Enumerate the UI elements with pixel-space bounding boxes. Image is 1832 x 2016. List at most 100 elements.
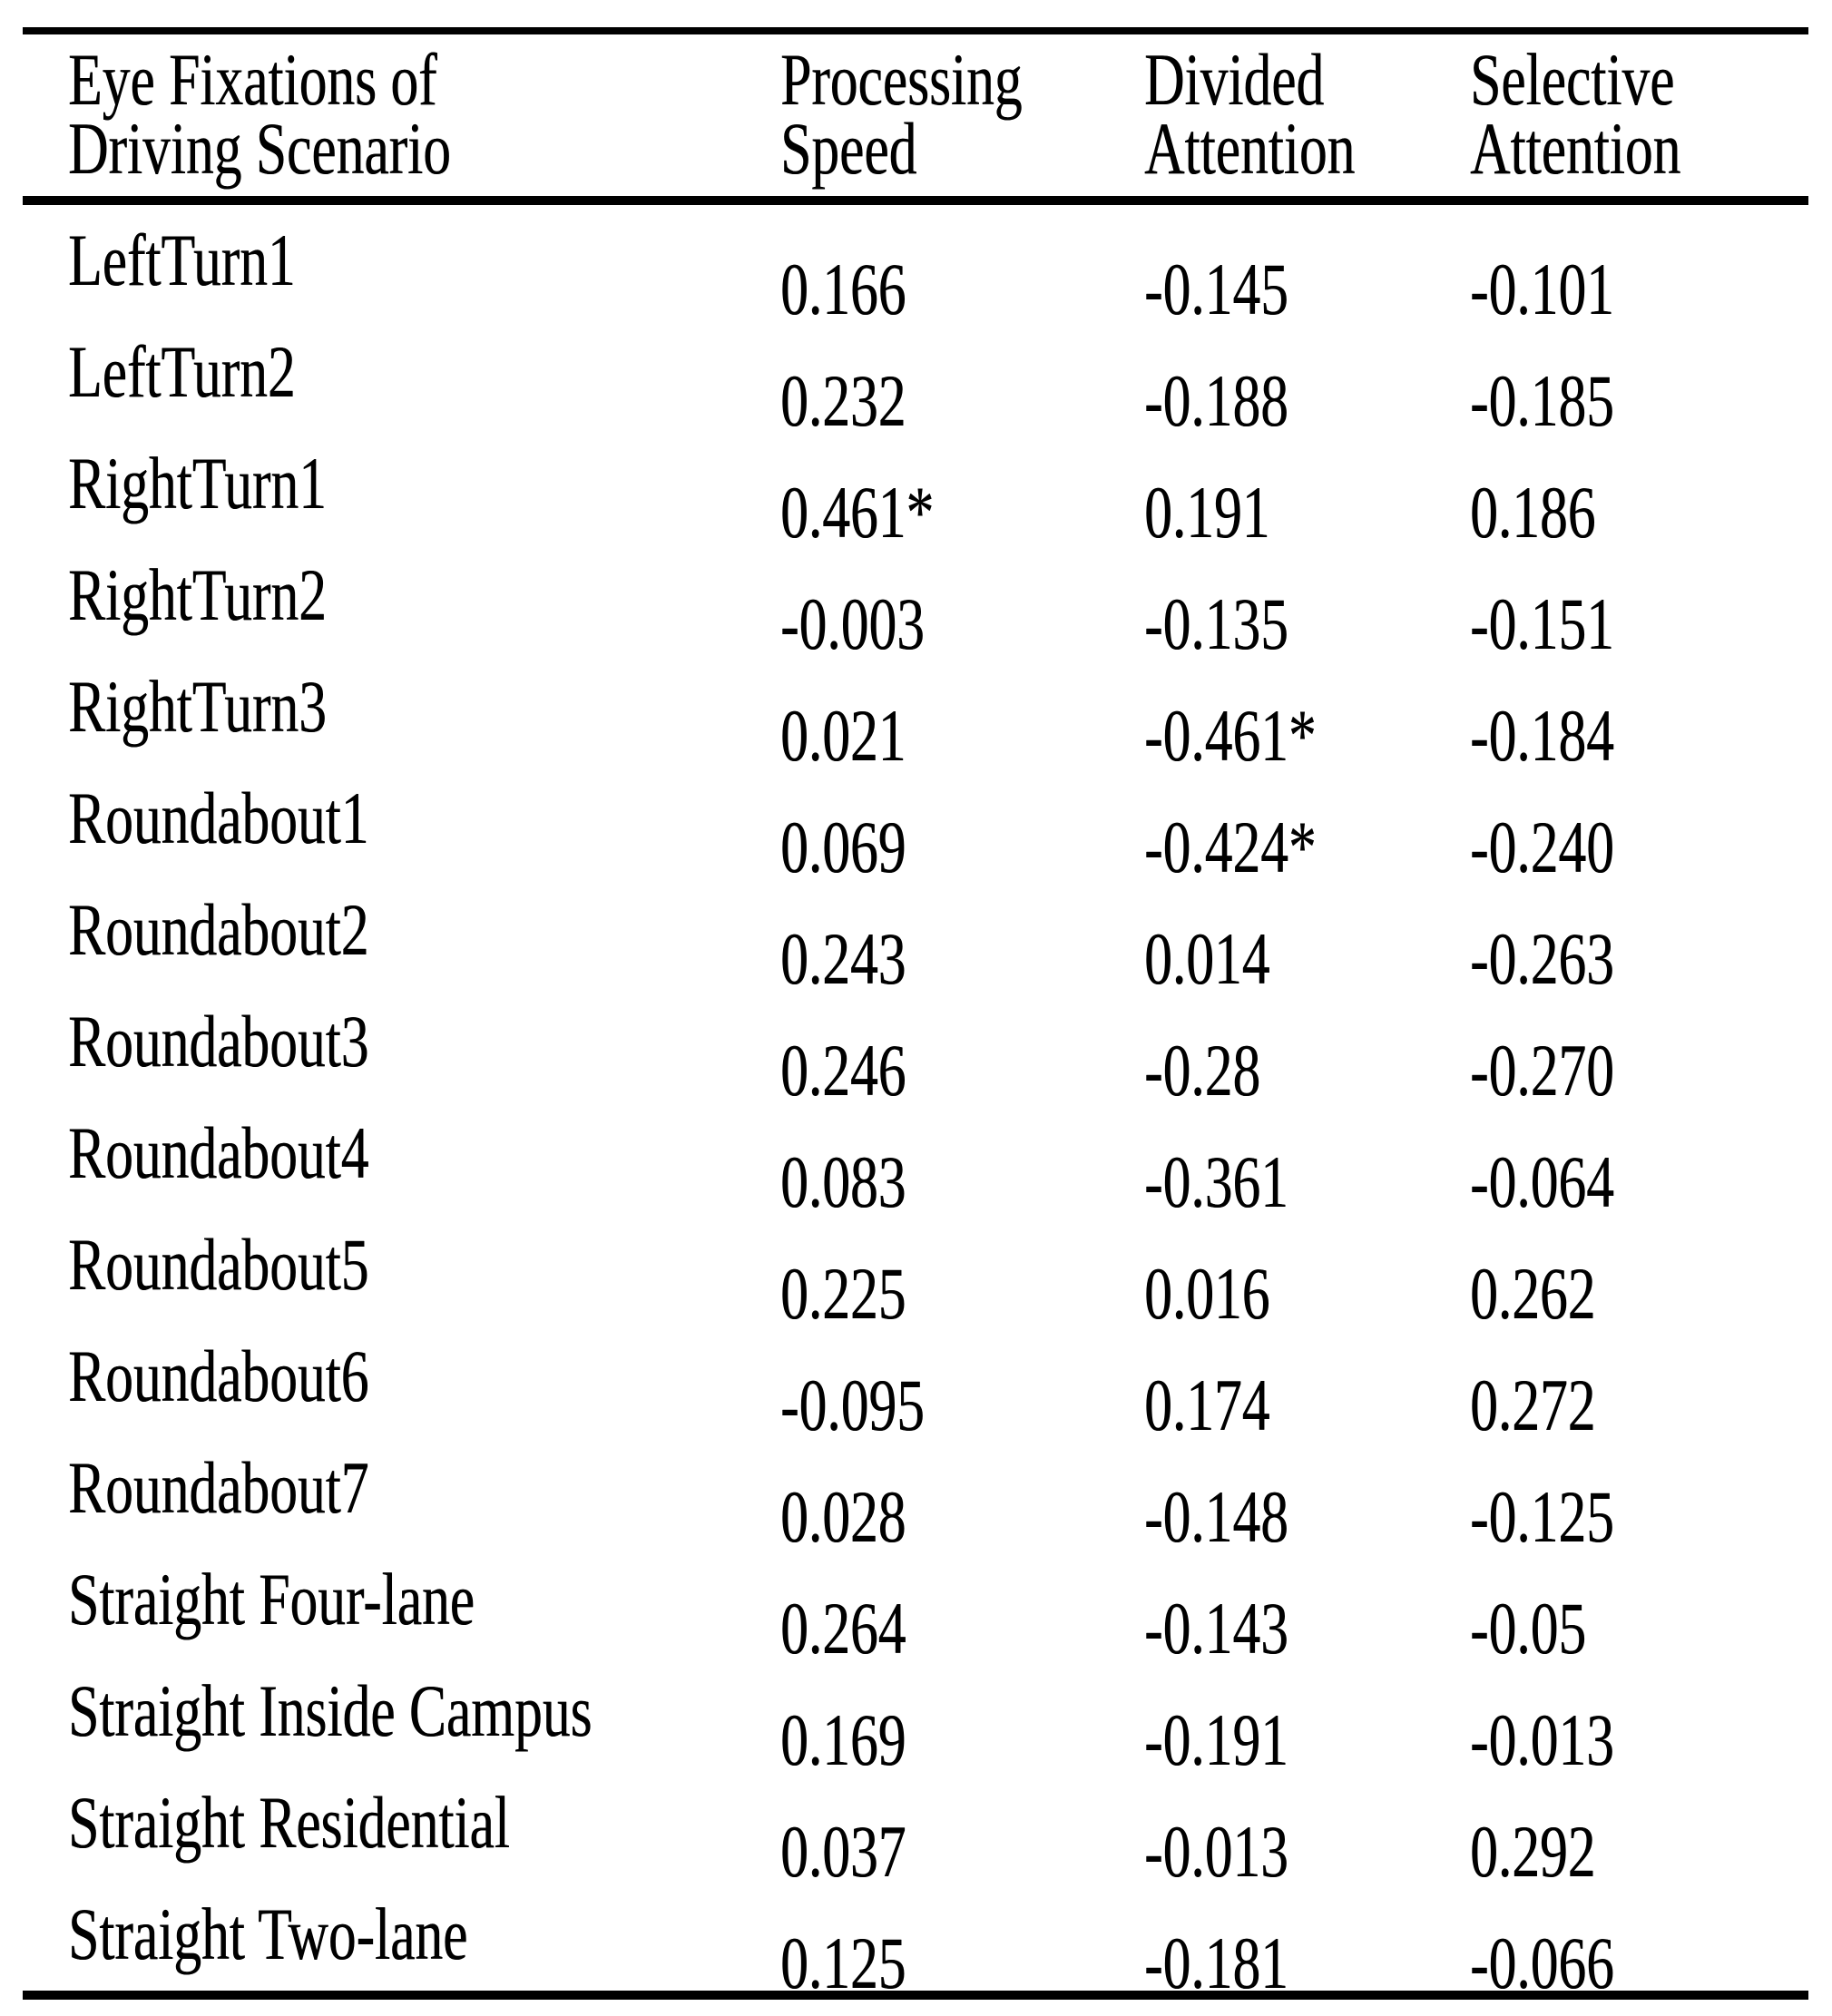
scenario-label: Straight Four-lane — [23, 1544, 780, 1666]
table-row: LeftTurn1 0.166 -0.145 -0.101 — [23, 205, 1808, 327]
scenario-label: RightTurn2 — [23, 540, 780, 661]
scenario-label-text: Roundabout4 — [68, 1111, 369, 1194]
cell-selective-attention: -0.05 — [1470, 1544, 1808, 1666]
header-scenario-line1: Eye Fixations of — [68, 38, 437, 121]
table-header-row: Eye Fixations of Driving Scenario Proces… — [23, 34, 1808, 196]
cell-divided-attention-value: -0.143 — [1144, 1587, 1288, 1669]
cell-selective-attention-value: -0.270 — [1470, 1029, 1614, 1111]
table-row: Roundabout1 0.069 -0.424* -0.240 — [23, 763, 1808, 885]
cell-processing-speed: 0.232 — [780, 317, 1144, 438]
scenario-label: Roundabout3 — [23, 986, 780, 1108]
cell-divided-attention-value: 0.174 — [1144, 1364, 1270, 1446]
scenario-label-text: Straight Residential — [68, 1781, 510, 1864]
cell-divided-attention: -0.28 — [1144, 986, 1470, 1108]
cell-selective-attention-value: -0.263 — [1470, 917, 1614, 1000]
cell-selective-attention: 0.272 — [1470, 1321, 1808, 1443]
table-row: Roundabout6 -0.095 0.174 0.272 — [23, 1321, 1808, 1443]
cell-processing-speed-value: -0.003 — [780, 582, 925, 665]
cell-selective-attention: -0.184 — [1470, 651, 1808, 773]
table-row: Straight Inside Campus 0.169 -0.191 -0.013 — [23, 1656, 1808, 1777]
cell-divided-attention-value: -0.188 — [1144, 359, 1288, 442]
cell-divided-attention-value: -0.361 — [1144, 1140, 1288, 1223]
table-row: RightTurn3 0.021 -0.461* -0.184 — [23, 651, 1808, 773]
cell-selective-attention: -0.064 — [1470, 1098, 1808, 1219]
scenario-label-text: Straight Inside Campus — [68, 1669, 593, 1752]
cell-selective-attention-value: -0.066 — [1470, 1922, 1614, 2004]
table-bottom-rule — [23, 1991, 1808, 2000]
cell-selective-attention-value: 0.186 — [1470, 471, 1596, 553]
cell-divided-attention-value: -0.424* — [1144, 806, 1317, 888]
scenario-label: Straight Inside Campus — [23, 1656, 780, 1777]
cell-processing-speed: 0.225 — [780, 1209, 1144, 1331]
scenario-label: LeftTurn1 — [23, 205, 780, 327]
cell-selective-attention-value: -0.064 — [1470, 1140, 1614, 1223]
cell-divided-attention-value: -0.461* — [1144, 694, 1317, 777]
scenario-label: Straight Residential — [23, 1767, 780, 1889]
cell-divided-attention: 0.016 — [1144, 1209, 1470, 1331]
cell-selective-attention: 0.262 — [1470, 1209, 1808, 1331]
cell-divided-attention: -0.181 — [1144, 1879, 1470, 2001]
cell-divided-attention-value: -0.28 — [1144, 1029, 1261, 1111]
scenario-label-text: Roundabout1 — [68, 777, 369, 859]
cell-selective-attention-value: -0.125 — [1470, 1475, 1614, 1558]
scenario-label-text: Roundabout2 — [68, 888, 369, 971]
table-row: Roundabout4 0.083 -0.361 -0.064 — [23, 1098, 1808, 1219]
scenario-label-text: RightTurn2 — [68, 553, 327, 636]
cell-selective-attention-value: 0.292 — [1470, 1810, 1596, 1893]
cell-divided-attention: -0.424* — [1144, 763, 1470, 885]
cell-divided-attention: -0.135 — [1144, 540, 1470, 661]
cell-processing-speed: 0.166 — [780, 205, 1144, 327]
cell-selective-attention: -0.240 — [1470, 763, 1808, 885]
scenario-label: LeftTurn2 — [23, 317, 780, 438]
cell-processing-speed-value: 0.166 — [780, 248, 906, 330]
header-processing-speed-line1: Processing — [780, 38, 1023, 121]
table-body: LeftTurn1 0.166 -0.145 -0.101 LeftTurn2 0.232… — [23, 205, 1808, 2001]
cell-divided-attention: -0.461* — [1144, 651, 1470, 773]
cell-selective-attention-value: -0.101 — [1470, 248, 1614, 330]
cell-processing-speed-value: 0.083 — [780, 1140, 906, 1223]
scenario-label: RightTurn3 — [23, 651, 780, 773]
correlation-table: Eye Fixations of Driving Scenario Proces… — [23, 27, 1808, 2001]
table-row: LeftTurn2 0.232 -0.188 -0.185 — [23, 317, 1808, 438]
scenario-label: Roundabout2 — [23, 875, 780, 996]
scenario-label: RightTurn1 — [23, 428, 780, 550]
header-selective-attention: Selective Attention — [1470, 43, 1808, 186]
cell-divided-attention-value: -0.181 — [1144, 1922, 1288, 2004]
scenario-label: Roundabout7 — [23, 1433, 780, 1554]
cell-processing-speed: 0.083 — [780, 1098, 1144, 1219]
table-top-rule — [23, 27, 1808, 34]
cell-processing-speed-value: 0.264 — [780, 1587, 906, 1669]
cell-selective-attention: -0.066 — [1470, 1879, 1808, 2001]
cell-processing-speed-value: 0.037 — [780, 1810, 906, 1893]
cell-selective-attention-value: -0.240 — [1470, 806, 1614, 888]
scenario-label: Roundabout5 — [23, 1209, 780, 1331]
cell-processing-speed-value: 0.069 — [780, 806, 906, 888]
cell-selective-attention: -0.151 — [1470, 540, 1808, 661]
cell-processing-speed-value: 0.243 — [780, 917, 906, 1000]
table-row: Straight Four-lane 0.264 -0.143 -0.05 — [23, 1544, 1808, 1666]
header-scenario: Eye Fixations of Driving Scenario — [23, 38, 780, 190]
scenario-label: Roundabout6 — [23, 1321, 780, 1443]
cell-processing-speed: 0.069 — [780, 763, 1144, 885]
cell-selective-attention-value: -0.013 — [1470, 1698, 1614, 1781]
header-scenario-line2: Driving Scenario — [68, 107, 451, 190]
cell-selective-attention: 0.186 — [1470, 428, 1808, 550]
cell-selective-attention-value: -0.05 — [1470, 1587, 1587, 1669]
scenario-label-text: Roundabout5 — [68, 1223, 369, 1306]
cell-divided-attention: -0.191 — [1144, 1656, 1470, 1777]
cell-divided-attention-value: -0.135 — [1144, 582, 1288, 665]
scenario-label-text: Roundabout7 — [68, 1446, 369, 1529]
cell-processing-speed-value: 0.169 — [780, 1698, 906, 1781]
cell-processing-speed-value: 0.021 — [780, 694, 906, 777]
cell-selective-attention: 0.292 — [1470, 1767, 1808, 1889]
cell-selective-attention-value: 0.272 — [1470, 1364, 1596, 1446]
cell-processing-speed: 0.246 — [780, 986, 1144, 1108]
cell-divided-attention-value: -0.148 — [1144, 1475, 1288, 1558]
cell-processing-speed-value: 0.246 — [780, 1029, 906, 1111]
scenario-label-text: LeftTurn1 — [68, 219, 296, 301]
table-row: RightTurn1 0.461* 0.191 0.186 — [23, 428, 1808, 550]
cell-divided-attention-value: 0.016 — [1144, 1252, 1270, 1335]
scenario-label: Straight Two-lane — [23, 1879, 780, 2001]
cell-divided-attention: -0.361 — [1144, 1098, 1470, 1219]
cell-divided-attention-value: 0.014 — [1144, 917, 1270, 1000]
